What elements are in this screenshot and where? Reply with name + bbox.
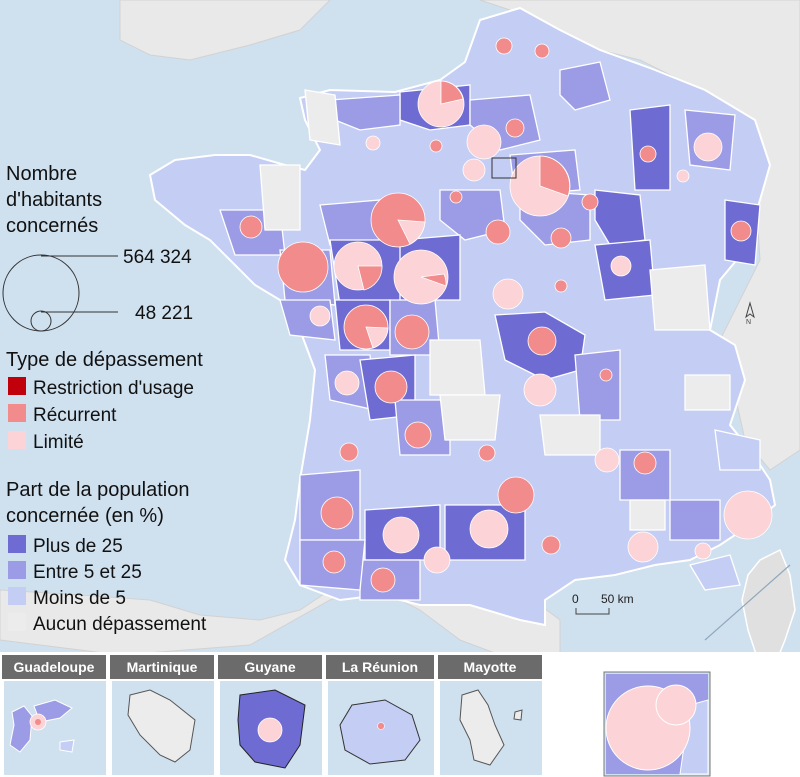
legend-type-title: Type de dépassement	[6, 349, 203, 371]
circle-seine-maritime	[417, 80, 465, 128]
legend-size-large-value: 564 324	[123, 247, 192, 268]
circle-vienne	[394, 314, 430, 350]
circle-saone	[541, 535, 561, 555]
corsica-separator-line	[704, 564, 791, 641]
legend-share-title-line2: concernée (en %)	[6, 505, 164, 527]
tab-guyane: Guyane	[218, 655, 322, 679]
legend-size-title-line3: concernés	[6, 215, 98, 237]
population-circles	[239, 37, 773, 593]
circle-loire-atlantique	[277, 241, 329, 293]
circle-yonne	[581, 193, 599, 211]
scale-bar: 0 50 km	[572, 592, 634, 615]
circle-landes	[322, 550, 346, 574]
north-arrow: N	[745, 301, 755, 326]
tab-guadeloupe-label: Guadeloupe	[14, 659, 95, 675]
legend: Nombre d'habitants concernés 564 324 48 …	[2, 163, 207, 635]
tab-mayotte-label: Mayotte	[464, 659, 517, 675]
legend-share-moins5: Moins de 5	[33, 588, 126, 609]
circle-pyrenees	[370, 567, 396, 593]
tab-la-reunion-label: La Réunion	[342, 659, 418, 675]
circle-haute-vienne	[599, 368, 613, 382]
circle-correze	[676, 169, 690, 183]
circle-ile-de-france	[509, 155, 571, 217]
circle-bas-rhin	[730, 220, 752, 242]
circle-finistere	[239, 215, 263, 239]
legend-swatch-limite	[8, 431, 26, 449]
legend-swatch-plus25	[8, 535, 26, 553]
circle-tarn	[469, 509, 509, 549]
circle-aube	[550, 227, 572, 249]
circle-aude	[423, 546, 451, 574]
legend-swatch-recurrent	[8, 404, 26, 422]
department-shading	[219, 61, 761, 601]
tab-martinique-label: Martinique	[127, 659, 198, 675]
circle-ardennes	[639, 145, 657, 163]
legend-swatch-moins5	[8, 587, 26, 605]
circle-charente	[374, 370, 408, 404]
north-label: N	[746, 319, 751, 326]
circle-var	[723, 490, 773, 540]
circle-nord	[495, 37, 513, 55]
circle-gard	[497, 476, 535, 514]
circle-mayenne	[370, 192, 426, 248]
circle-isere	[633, 451, 657, 475]
circle-calvados	[429, 139, 443, 153]
tab-mayotte: Mayotte	[438, 655, 542, 679]
circle-loiret	[492, 278, 524, 310]
circle-maine-et-loire	[333, 241, 383, 291]
legend-type-recurrent: Récurrent	[33, 405, 117, 426]
circle-vendee	[343, 304, 389, 350]
legend-size-small-value: 48 221	[135, 303, 193, 324]
circle-marne	[485, 219, 511, 245]
circle-aisne	[534, 43, 550, 59]
legend-share-entre: Entre 5 et 25	[33, 562, 142, 583]
circle-dordogne	[404, 421, 432, 449]
scale-distance: 50 km	[601, 592, 634, 606]
circle-morbihan	[309, 305, 331, 327]
circle-vaucluse	[627, 531, 659, 563]
legend-size-circle-small	[30, 310, 52, 332]
circle-gers	[339, 442, 359, 462]
overseas-insets: Guadeloupe Martinique Guyane La Réunion …	[0, 652, 800, 777]
legend-size-title-line1: Nombre	[6, 163, 77, 185]
paris-inset-marker	[491, 157, 517, 179]
circle-allier	[523, 373, 557, 407]
legend-share-title-line1: Part de la population	[6, 479, 189, 501]
circle-orne	[449, 190, 463, 204]
legend-type-restriction: Restriction d'usage	[33, 378, 194, 399]
tab-la-reunion: La Réunion	[326, 655, 434, 679]
circle-hautes-alpes	[694, 542, 712, 560]
legend-swatch-entre	[8, 561, 26, 579]
legend-swatch-aucun	[8, 613, 26, 631]
circle-loir	[554, 279, 568, 293]
circle-charente-maritime	[334, 370, 360, 396]
legend-share-aucun: Aucun dépassement	[33, 614, 207, 635]
tab-guyane-label: Guyane	[244, 659, 296, 675]
circle-moselle	[693, 132, 723, 162]
france-mainland	[148, 6, 777, 627]
circle-cote-dor	[610, 255, 632, 277]
legend-share-plus25: Plus de 25	[33, 536, 123, 557]
legend-size-title-line2: d'habitants	[6, 189, 102, 211]
circle-cher	[527, 326, 557, 356]
circle-somme	[466, 124, 502, 160]
circle-eure	[462, 158, 486, 182]
circle-manche	[365, 135, 381, 151]
circle-creuse	[478, 444, 496, 462]
circle-oise	[505, 118, 525, 138]
circle-lot-et-garonne	[320, 496, 354, 530]
circle-sarthe	[393, 249, 449, 305]
tab-martinique: Martinique	[110, 655, 214, 679]
circle-haute-garonne	[382, 516, 420, 554]
tab-guadeloupe: Guadeloupe	[2, 655, 106, 679]
legend-type-limite: Limité	[33, 432, 84, 453]
circle-drome	[594, 447, 620, 473]
legend-swatch-restriction	[8, 377, 26, 395]
scale-zero: 0	[572, 592, 579, 606]
